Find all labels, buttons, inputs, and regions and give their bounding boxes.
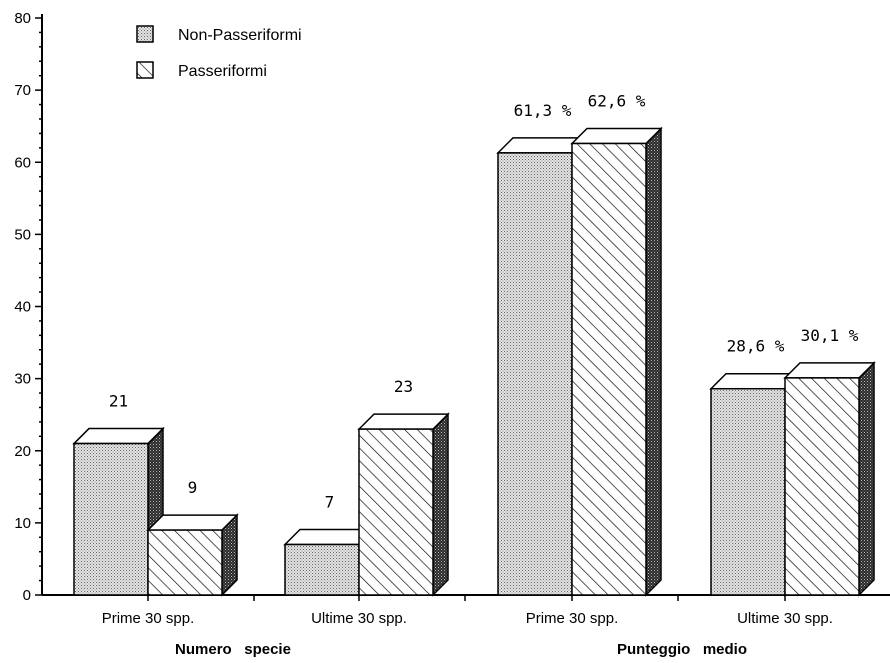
bar-top-passeriformi xyxy=(146,514,239,531)
bar-passeriformi xyxy=(571,142,647,596)
bar-non-passeriformi xyxy=(497,152,573,596)
data-label-passeriformi: 62,6 % xyxy=(588,91,646,110)
data-label-passeriformi: 9 xyxy=(188,478,198,497)
bar-side-passeriformi xyxy=(645,126,662,597)
legend-swatch-non-passeriformi xyxy=(136,25,154,43)
x-tick-label: Ultime 30 spp. xyxy=(737,610,833,627)
y-tick-label: 80 xyxy=(14,10,31,27)
bar-passeriformi xyxy=(147,529,223,596)
x-tick-label: Prime 30 spp. xyxy=(526,610,619,627)
y-tick-label: 30 xyxy=(14,371,31,388)
x-tick-label: Ultime 30 spp. xyxy=(311,610,407,627)
bar-side-passeriformi xyxy=(432,412,449,597)
legend-label-non-passeriformi: Non-Passeriformi xyxy=(178,27,302,44)
labels: 21 9 Prime 30 spp. 7 23 Ultime 30 spp. 61,3 % 6… xyxy=(102,91,859,658)
y-tick-label: 50 xyxy=(14,226,31,243)
legend: Non-Passeriformi Passeriformi xyxy=(136,25,302,80)
group-label: Numero specie xyxy=(175,641,291,658)
data-label-non-passeriformi: 21 xyxy=(109,392,128,411)
bar-non-passeriformi xyxy=(284,543,360,596)
y-tick-label: 40 xyxy=(14,299,31,316)
data-label-non-passeriformi: 7 xyxy=(325,493,335,512)
data-label-non-passeriformi: 61,3 % xyxy=(514,101,572,120)
bars xyxy=(72,126,876,597)
data-label-non-passeriformi: 28,6 % xyxy=(727,337,785,356)
bar-top-passeriformi xyxy=(357,413,450,430)
x-tick-label: Prime 30 spp. xyxy=(102,610,195,627)
bar-non-passeriformi xyxy=(73,442,149,596)
bar-passeriformi xyxy=(358,428,434,596)
bar-top-passeriformi xyxy=(570,127,663,145)
y-tick-label: 10 xyxy=(14,515,31,532)
bar-top-passeriformi xyxy=(783,362,876,379)
data-label-passeriformi: 23 xyxy=(394,377,413,396)
legend-label-passeriformi: Passeriformi xyxy=(178,63,267,80)
y-tick-label: 70 xyxy=(14,82,31,99)
bar-top-non-passeriformi xyxy=(72,427,165,445)
data-label-passeriformi: 30,1 % xyxy=(801,326,859,345)
y-tick-label: 20 xyxy=(14,443,31,460)
y-tick-label: 0 xyxy=(23,587,31,604)
legend-swatch-passeriformi xyxy=(136,61,154,79)
group-label: Punteggio medio xyxy=(617,641,747,658)
bar-side-passeriformi xyxy=(858,361,875,597)
bar-non-passeriformi xyxy=(710,387,786,596)
y-tick-label: 60 xyxy=(14,154,31,171)
bar-passeriformi xyxy=(784,377,860,596)
